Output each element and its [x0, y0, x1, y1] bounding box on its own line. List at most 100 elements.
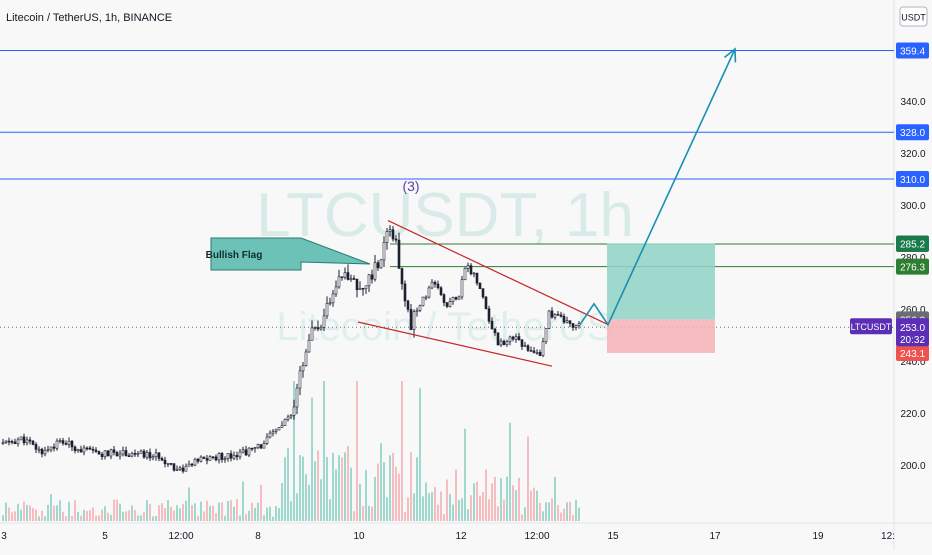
volume-bar [71, 515, 73, 521]
volume-bar [518, 477, 520, 521]
position-price-label: 285.2 [900, 239, 925, 250]
volume-bar [413, 493, 415, 521]
candle-body [574, 325, 578, 328]
volume-bar [170, 507, 172, 521]
candle-body [40, 448, 44, 455]
candle-body [229, 453, 233, 459]
candle-body [340, 276, 344, 279]
candle-body [16, 439, 20, 445]
candle-body [298, 370, 302, 389]
candle-body [271, 431, 275, 434]
symbol-badge: LTCUSDT [851, 322, 892, 332]
volume-bar [221, 502, 223, 521]
candle-body [511, 336, 515, 340]
bullish-flag-callout[interactable]: Bullish Flag [206, 237, 371, 271]
candle-body [352, 278, 356, 280]
flag-pattern [357, 220, 609, 367]
candle-body [142, 450, 146, 458]
candle-body [436, 283, 440, 288]
candle-body [205, 458, 209, 461]
candle-body [250, 447, 254, 450]
volume-bar [20, 509, 22, 521]
volume-bar [350, 467, 352, 521]
volume-bar [107, 512, 109, 521]
volume-bar [485, 469, 487, 521]
volume-bar [89, 510, 91, 521]
candle-body [172, 463, 176, 471]
volume-bar [347, 445, 349, 521]
candle-body [124, 450, 128, 457]
volume-bar [38, 516, 40, 521]
volume-bar [434, 487, 436, 521]
volume-bar [515, 490, 517, 521]
candle-body [334, 286, 338, 295]
candle-body [487, 308, 491, 322]
y-tick-label: 260.0 [900, 305, 925, 316]
volume-bar [137, 515, 139, 521]
volume-bar [140, 515, 142, 521]
current-price-badge [896, 318, 929, 347]
volume-bar [296, 493, 298, 521]
candle-body [307, 339, 311, 353]
volume-bar [545, 502, 547, 521]
candle-body [217, 452, 221, 461]
volume-bar [50, 494, 52, 521]
volume-bar [527, 436, 529, 521]
volume-bar [128, 510, 130, 521]
candle-body [280, 425, 284, 428]
candle-body [367, 274, 371, 287]
currency-button-frame [899, 6, 928, 27]
volume-bar [182, 504, 184, 521]
x-tick-label: 8 [255, 531, 261, 542]
volume-bar [452, 504, 454, 521]
currency-button[interactable]: USDT [899, 6, 928, 27]
volume-bar [212, 505, 214, 521]
volume-bar [95, 515, 97, 521]
candle-body [565, 320, 569, 323]
volume-bar [512, 485, 514, 521]
volume-bar [146, 500, 148, 521]
volume-bar [440, 491, 442, 521]
candle-body [10, 441, 14, 443]
candle-body [505, 341, 509, 345]
volume-bar [392, 452, 394, 521]
volume-bar [173, 510, 175, 521]
candle-body [520, 339, 524, 347]
volume-bar [455, 469, 457, 521]
volume-bar [335, 469, 337, 521]
candle-body [319, 326, 323, 330]
volume-bar [533, 487, 535, 521]
y-tick-label: 300.0 [900, 201, 925, 212]
volume-bar [41, 510, 43, 521]
x-tick-label: 5 [102, 531, 108, 542]
volume-bar [548, 502, 550, 521]
candle-body [454, 297, 458, 300]
volume-bar [293, 381, 295, 521]
volume-bar [143, 512, 145, 521]
position-price-label-bg [896, 344, 929, 361]
candle-body [376, 262, 380, 269]
volume-bar [284, 457, 286, 521]
candle-body [178, 467, 182, 470]
volume-bar [542, 511, 544, 521]
candle-body [31, 440, 35, 445]
volume-bar [281, 483, 283, 521]
price-axis[interactable]: 200.0 220.0 240.0 260.0 280.0 300.0 320.0 340.0 [900, 97, 925, 472]
volume-bar [425, 482, 427, 521]
candle-body [523, 345, 527, 348]
time-axis[interactable]: 3 5 12:00 8 10 12 12:00 15 17 19 12: [1, 531, 895, 542]
candle-body [136, 452, 140, 455]
volume-bar [188, 487, 190, 521]
symbol-badge-bg [850, 318, 892, 335]
symbol-title: Litecoin / TetherUS, 1h, BINANCE [6, 12, 172, 24]
volume-bar [389, 455, 391, 521]
candle-body [427, 287, 431, 298]
candle-body [418, 305, 422, 311]
candle-body [547, 310, 551, 329]
volume-bar [473, 483, 475, 521]
volume-bar [419, 388, 421, 521]
candle-body [556, 314, 560, 316]
candle-body [289, 415, 293, 418]
volume-bar [470, 495, 472, 521]
